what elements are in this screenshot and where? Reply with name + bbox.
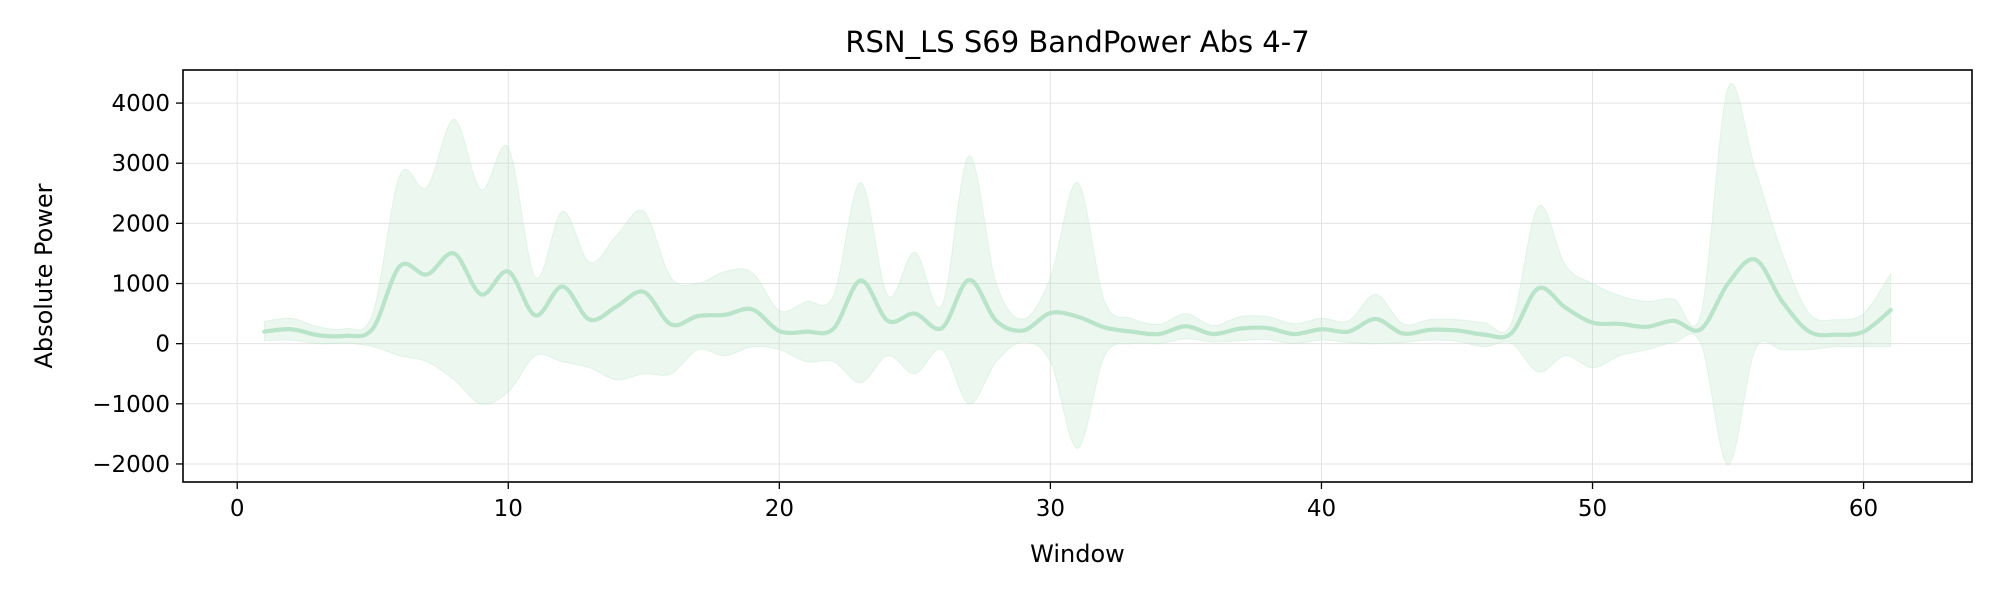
- y-tick-label: 2000: [111, 211, 170, 237]
- y-tick-label: 0: [155, 332, 170, 358]
- y-tick-label: 4000: [111, 91, 170, 117]
- x-tick-label: 20: [765, 496, 794, 522]
- x-tick-label: 60: [1849, 496, 1878, 522]
- std-band-layer: [263, 83, 1892, 466]
- y-tick-label: −2000: [92, 452, 170, 478]
- x-tick-label: 30: [1036, 496, 1065, 522]
- grid: [183, 70, 1972, 482]
- chart-title: RSN_LS S69 BandPower Abs 4-7: [845, 25, 1309, 59]
- mean-line: [262, 251, 1893, 340]
- x-tick-label: 10: [494, 496, 523, 522]
- x-tick-label: 0: [230, 496, 245, 522]
- plot-frame: [182, 69, 1973, 483]
- mean-line-layer: [262, 251, 1893, 340]
- x-tick-label: 40: [1307, 496, 1336, 522]
- y-tick-label: 3000: [111, 151, 170, 177]
- y-axis-ticks: −2000 −1000 0 1000 2000 3000 4000: [92, 91, 183, 478]
- y-tick-label: −1000: [92, 392, 170, 418]
- x-axis-label: Window: [1030, 540, 1125, 568]
- x-tick-label: 50: [1578, 496, 1607, 522]
- std-band: [263, 83, 1892, 466]
- x-axis-ticks: 0 10 20 30 40 50 60: [230, 482, 1878, 522]
- y-tick-label: 1000: [111, 272, 170, 298]
- y-axis-label: Absolute Power: [30, 183, 58, 368]
